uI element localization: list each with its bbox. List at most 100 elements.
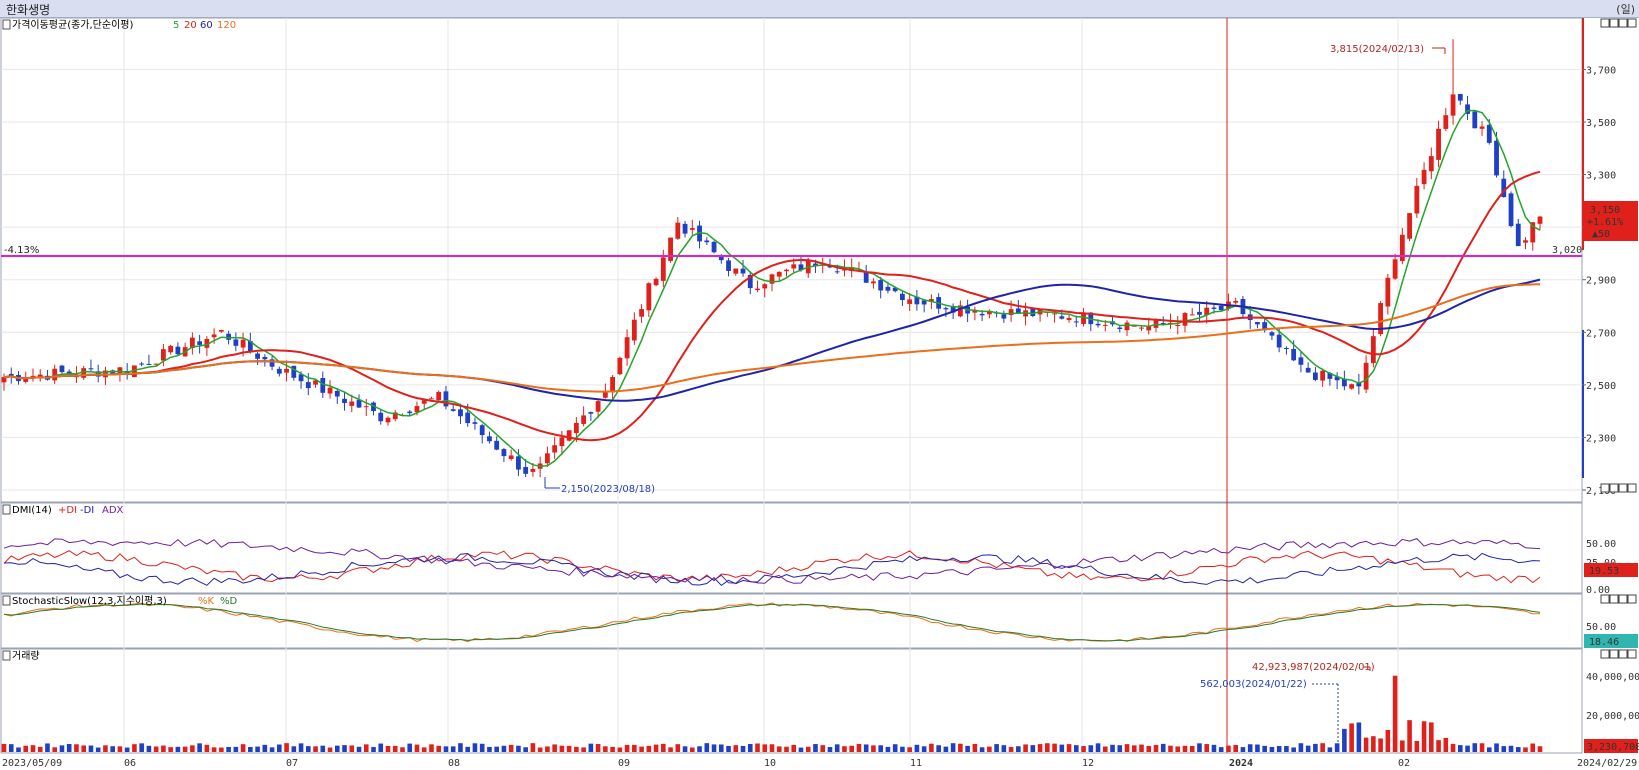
volume-bar: [132, 744, 137, 752]
candle-body: [1008, 309, 1014, 316]
volume-bar: [1088, 745, 1094, 752]
candle-body: [1457, 94, 1463, 101]
ma5-label: 5: [173, 20, 179, 31]
ma60-label: 60: [200, 20, 213, 31]
candle-body: [59, 365, 65, 373]
volume-bar: [284, 743, 289, 752]
price-tick: 3,300: [1586, 171, 1616, 182]
volume-bar: [1001, 745, 1007, 752]
period-unit[interactable]: (일): [1616, 3, 1635, 16]
volume-bar: [516, 745, 521, 752]
svg-text:DMI(14): DMI(14): [12, 505, 52, 516]
volume-bar: [1117, 745, 1123, 752]
candle-body: [762, 284, 768, 289]
volume-bar: [704, 743, 710, 752]
collapse-icon[interactable]: [2, 650, 11, 661]
volume-bar: [921, 746, 927, 752]
volume-bar: [1450, 743, 1456, 752]
candle-body: [1327, 372, 1333, 379]
volume-bar: [943, 746, 949, 752]
panel-control-icon: [1609, 594, 1619, 604]
candle-body: [900, 293, 905, 301]
volume-bar: [291, 746, 297, 752]
candle-body: [711, 241, 717, 253]
volume-bar: [1378, 738, 1383, 752]
volume-bar: [661, 743, 666, 752]
volume-bar: [1095, 743, 1101, 752]
candle-body: [8, 373, 14, 376]
volume-high-note: 42,923,987(2024/02/01): [1252, 662, 1375, 673]
volume-bar: [827, 747, 833, 752]
volume-bar: [371, 747, 376, 752]
x-label-start: 2023/05/09: [2, 758, 62, 769]
candle-body: [1530, 222, 1536, 243]
candle-body: [747, 274, 753, 289]
volume-bar: [117, 746, 123, 752]
volume-bar: [74, 744, 79, 752]
dmi-tick-50: 50.00: [1586, 539, 1616, 550]
volume-bar: [798, 747, 804, 752]
volume-bar: [175, 746, 181, 752]
volume-bar: [1284, 746, 1289, 752]
volume-bar: [646, 745, 652, 752]
candle-body: [1095, 323, 1101, 326]
candle-body: [276, 368, 282, 374]
panel-control-icon: [1627, 649, 1637, 659]
candle-body: [1298, 357, 1304, 365]
candle-body: [320, 377, 326, 393]
volume-bar: [1472, 743, 1478, 752]
volume-bar: [501, 745, 507, 752]
volume-bar: [1052, 743, 1057, 752]
candle-body: [1305, 367, 1311, 373]
volume-bars: [1, 675, 1543, 752]
price-candles: [1, 39, 1543, 478]
candle-body: [617, 357, 623, 375]
collapse-icon[interactable]: [2, 19, 11, 30]
candle-body: [523, 466, 529, 474]
volume-bar: [1313, 743, 1318, 752]
volume-bar: [1305, 745, 1311, 752]
panel-controls[interactable]: [1600, 18, 1637, 659]
collapse-icon[interactable]: [2, 504, 11, 515]
stoch-tick-50: 50.00: [1586, 622, 1616, 633]
volume-bar: [400, 747, 405, 752]
candle-body: [342, 398, 347, 403]
candle-body: [371, 402, 376, 412]
candle-body: [1262, 322, 1268, 331]
svg-text:거래량: 거래량: [12, 650, 40, 662]
volume-bar: [733, 745, 739, 752]
current-price-box: 3,150 +1.61% ▲50: [1584, 201, 1638, 241]
ma20-line: [3, 170, 1541, 442]
candle-body: [610, 377, 616, 393]
volume-bar: [1197, 743, 1202, 752]
candle-body: [928, 299, 934, 302]
volume-bar: [1298, 743, 1304, 752]
panel-control-icon: [1618, 594, 1628, 604]
candle-body: [443, 391, 449, 407]
price-legend-label: 가격이동평균(종가,단순이평): [12, 18, 133, 31]
volume-bar: [219, 747, 224, 752]
volume-bar: [1429, 722, 1434, 752]
candle-body: [871, 281, 876, 284]
volume-bar: [632, 744, 637, 752]
x-label-end: 2024/02/29: [1577, 758, 1637, 769]
candle-body: [552, 445, 558, 453]
candle-body: [66, 371, 72, 374]
volume-bar: [1523, 747, 1528, 752]
candle-body: [204, 339, 210, 348]
candle-body: [1450, 94, 1456, 116]
volume-bar: [972, 743, 978, 752]
volume-bar: [610, 746, 615, 752]
volume-bar: [363, 744, 369, 752]
volume-bar: [479, 743, 485, 752]
volume-bar: [1, 743, 7, 752]
volume-bar: [30, 745, 36, 752]
collapse-icon[interactable]: [2, 595, 11, 606]
candle-body: [385, 417, 391, 423]
volume-bar: [900, 746, 905, 752]
candle-body: [755, 288, 760, 291]
candle-body: [733, 268, 739, 274]
volume-bar: [1400, 740, 1405, 752]
candle-body: [1059, 316, 1065, 319]
